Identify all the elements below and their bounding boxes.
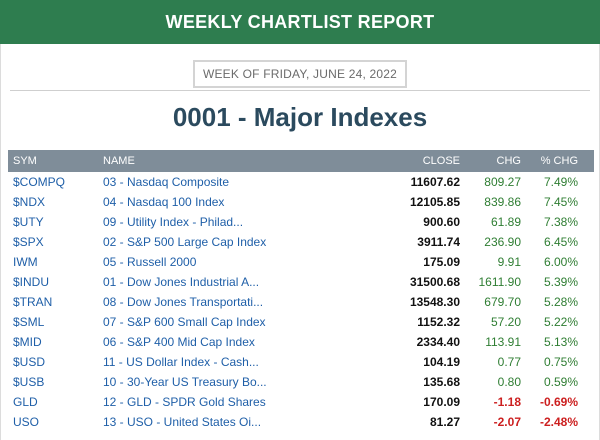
close-value: 2334.40: [416, 335, 460, 349]
symbol-link[interactable]: $USB: [13, 375, 45, 389]
name-link[interactable]: 13 - USO - United States Oi...: [103, 415, 262, 429]
close-value: 104.19: [423, 355, 460, 369]
name-link[interactable]: 03 - Nasdaq Composite: [103, 175, 230, 189]
symbol-link[interactable]: IWM: [13, 255, 38, 269]
symbol-link[interactable]: $SPX: [13, 235, 44, 249]
table-row[interactable]: $INDU 01 - Dow Jones Industrial A... 31500…: [8, 272, 594, 292]
percent-change-value: 0.59%: [543, 375, 578, 389]
symbol-link[interactable]: $SML: [13, 315, 45, 329]
close-value: 175.09: [423, 255, 460, 269]
table-header: SYM NAME CLOSE CHG % CHG: [8, 150, 594, 172]
percent-change-value: 5.39%: [543, 275, 578, 289]
name-link[interactable]: 09 - Utility Index - Philad...: [103, 215, 244, 229]
name-link[interactable]: 08 - Dow Jones Transportati...: [103, 295, 264, 309]
symbol-link[interactable]: GLD: [13, 395, 38, 409]
symbol-link[interactable]: $COMPQ: [13, 175, 66, 189]
table-row[interactable]: $USD 11 - US Dollar Index - Cash... 104.19…: [8, 352, 594, 372]
table-row[interactable]: $TRAN 08 - Dow Jones Transportati... 13548…: [8, 292, 594, 312]
report-title: WEEKLY CHARTLIST REPORT: [165, 11, 435, 32]
table-row[interactable]: $NDX 04 - Nasdaq 100 Index 12105.85 839.86 7…: [8, 192, 594, 212]
table-row[interactable]: IWM 05 - Russell 2000 175.09 9.91 6.00%: [8, 252, 594, 272]
table-row[interactable]: $USB 10 - 30-Year US Treasury Bo... 135.68…: [8, 372, 594, 392]
symbol-link[interactable]: $TRAN: [13, 295, 53, 309]
percent-change-value: 7.45%: [543, 195, 578, 209]
report-header: WEEKLY CHARTLIST REPORT: [0, 0, 600, 44]
week-label: WEEK OF FRIDAY, JUNE 24, 2022: [202, 67, 398, 81]
table-row[interactable]: $COMPQ 03 - Nasdaq Composite 11607.62 809.2…: [8, 172, 594, 192]
symbol-link[interactable]: USO: [13, 415, 40, 429]
table-row[interactable]: $MID 06 - S&P 400 Mid Cap Index 2334.40 113…: [8, 332, 594, 352]
name-link[interactable]: 05 - Russell 2000: [103, 255, 197, 269]
change-value: 236.90: [484, 235, 521, 249]
table-row[interactable]: $SPX 02 - S&P 500 Large Cap Index 3911.74 2…: [8, 232, 594, 252]
percent-change-value: 5.22%: [543, 315, 578, 329]
week-label-box: WEEK OF FRIDAY, JUNE 24, 2022: [193, 60, 407, 88]
name-link[interactable]: 11 - US Dollar Index - Cash...: [103, 355, 259, 369]
percent-change-value: 6.00%: [543, 255, 578, 269]
close-value: 3911.74: [417, 235, 460, 249]
percent-change-value: 5.13%: [543, 335, 578, 349]
change-value: -2.07: [493, 415, 521, 429]
change-value: 679.70: [484, 295, 521, 309]
change-value: 113.91: [485, 335, 521, 349]
percent-change-value: 0.75%: [543, 355, 578, 369]
percent-change-value: 7.49%: [543, 175, 578, 189]
name-link[interactable]: 12 - GLD - SPDR Gold Shares: [103, 395, 266, 409]
close-value: 13548.30: [409, 295, 460, 309]
column-header-close[interactable]: CLOSE: [422, 155, 460, 167]
symbol-link[interactable]: $INDU: [13, 275, 50, 289]
table-row[interactable]: GLD 12 - GLD - SPDR Gold Shares 170.09 -1.1…: [8, 392, 594, 412]
percent-change-value: 5.28%: [543, 295, 578, 309]
name-link[interactable]: 02 - S&P 500 Large Cap Index: [103, 235, 267, 249]
name-link[interactable]: 07 - S&P 600 Small Cap Index: [103, 315, 266, 329]
name-link[interactable]: 10 - 30-Year US Treasury Bo...: [103, 375, 267, 389]
frame-left-border: [0, 44, 1, 440]
table-row[interactable]: USO 13 - USO - United States Oi... 81.27 -2…: [8, 412, 594, 432]
percent-change-value: 6.45%: [543, 235, 578, 249]
close-value: 900.60: [423, 215, 460, 229]
percent-change-value: -2.48%: [539, 415, 578, 429]
divider: [10, 90, 590, 91]
symbol-link[interactable]: $USD: [13, 355, 46, 369]
change-value: -1.18: [493, 395, 521, 409]
column-header-sym[interactable]: SYM: [13, 155, 37, 167]
change-value: 61.89: [490, 215, 521, 229]
change-value: 809.27: [484, 175, 521, 189]
percent-change-value: -0.69%: [539, 395, 578, 409]
change-value: 0.80: [497, 375, 521, 389]
close-value: 1152.32: [417, 315, 460, 329]
change-value: 9.91: [497, 255, 521, 269]
symbol-link[interactable]: $MID: [13, 335, 42, 349]
column-header-name[interactable]: NAME: [103, 155, 135, 167]
close-value: 81.27: [429, 415, 460, 429]
table-row[interactable]: $SML 07 - S&P 600 Small Cap Index 1152.32 5…: [8, 312, 594, 332]
name-link[interactable]: 01 - Dow Jones Industrial A...: [103, 275, 260, 289]
close-value: 135.68: [423, 375, 460, 389]
change-value: 1611.90: [478, 275, 522, 289]
table-row[interactable]: $UTY 09 - Utility Index - Philad... 900.60…: [8, 212, 594, 232]
column-header-pct-chg[interactable]: % CHG: [540, 155, 578, 167]
column-header-chg[interactable]: CHG: [496, 155, 521, 167]
chartlist-title: 0001 - Major Indexes: [172, 102, 428, 132]
change-value: 0.77: [497, 355, 521, 369]
change-value: 839.86: [484, 195, 521, 209]
symbol-link[interactable]: $UTY: [13, 215, 44, 229]
close-value: 31500.68: [409, 275, 460, 289]
change-value: 57.20: [490, 315, 521, 329]
percent-change-value: 7.38%: [543, 215, 578, 229]
index-table: SYM NAME CLOSE CHG % CHG $COMPQ 03 - Nasd…: [8, 150, 594, 432]
name-link[interactable]: 06 - S&P 400 Mid Cap Index: [103, 335, 255, 349]
close-value: 11607.62: [410, 175, 460, 189]
close-value: 170.09: [423, 395, 460, 409]
table-body: $COMPQ 03 - Nasdaq Composite 11607.62 809.2…: [8, 172, 594, 432]
close-value: 12105.85: [409, 195, 460, 209]
name-link[interactable]: 04 - Nasdaq 100 Index: [103, 195, 225, 209]
symbol-link[interactable]: $NDX: [13, 195, 46, 209]
